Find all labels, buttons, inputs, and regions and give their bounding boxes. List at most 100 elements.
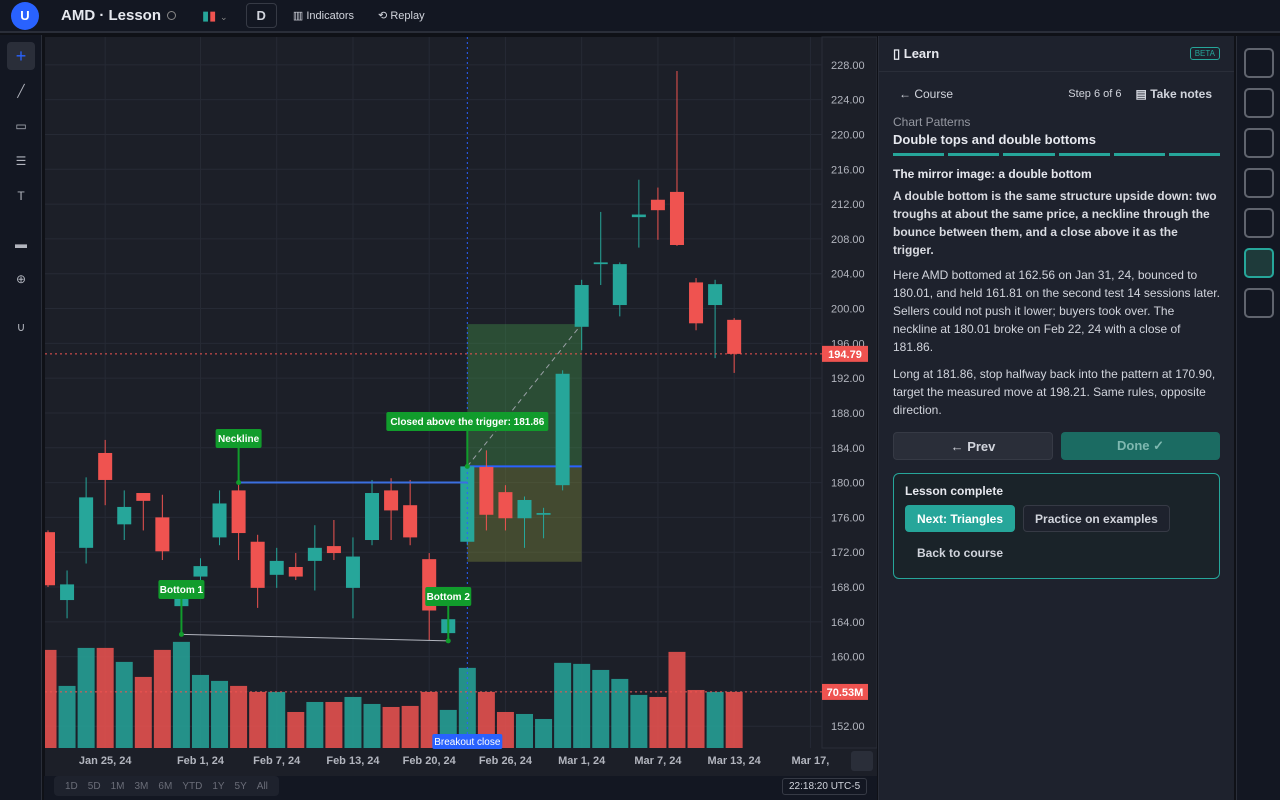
indicators-label: Indicators <box>306 10 355 22</box>
avatar[interactable]: U <box>11 1 39 30</box>
complete-title: Lesson complete <box>905 484 1004 498</box>
breakout-label: Breakout close <box>434 737 501 748</box>
take-notes-text: Take notes <box>1150 87 1212 101</box>
chart: Neckline Bottom 1 Bottom 2 Closed above the… <box>45 36 877 776</box>
candle-body <box>345 556 360 588</box>
back-button[interactable]: Back to course <box>917 546 1004 560</box>
volume-bar <box>649 696 667 748</box>
next-button[interactable]: Next: Triangles <box>905 505 1016 532</box>
trigger-label: Closed above the trigger: 181.86 <box>390 417 544 428</box>
volume-bar <box>268 691 286 748</box>
fib-tool[interactable]: ☰ <box>15 154 27 168</box>
icon[interactable] <box>1244 88 1274 118</box>
y-tick-label: 212.00 <box>831 199 865 211</box>
learn-panel: ▯ Learn BETA ← Course Step 6 of 6 ▤ Take… <box>878 36 1234 800</box>
candle-body <box>136 493 151 501</box>
candle-body <box>727 319 742 354</box>
volume-bar <box>191 674 209 748</box>
course-link[interactable]: ← Course <box>899 87 954 101</box>
text-tool[interactable]: T <box>17 189 25 203</box>
y-tick-label: 176.00 <box>831 512 865 524</box>
icon[interactable] <box>1244 208 1274 238</box>
symbol[interactable]: AMD · Lesson <box>61 7 162 24</box>
timeframe[interactable]: 5Y <box>234 780 247 792</box>
timeframe[interactable]: 1D <box>65 780 78 792</box>
y-tick-label: 164.00 <box>831 617 865 629</box>
interval[interactable]: D <box>245 3 277 28</box>
timeframe[interactable]: 1M <box>110 780 125 792</box>
timeframe[interactable]: All <box>256 780 268 792</box>
icon[interactable] <box>1244 168 1274 198</box>
rect-tool[interactable]: ▭ <box>15 119 27 133</box>
y-tick-label: 224.00 <box>831 95 865 107</box>
progress <box>893 153 1221 156</box>
volume-bar <box>535 718 553 748</box>
timeframe[interactable]: 5D <box>87 780 101 792</box>
candle-body <box>231 490 246 534</box>
practice-button[interactable]: Practice on examples <box>1023 505 1170 532</box>
top-bar: U AMD · Lesson ▮▮ ⌄ D ▥ Indicators ⟲ Rep… <box>0 0 1280 33</box>
paragraph: Long at 181.86, stop halfway back into t… <box>893 367 1216 417</box>
y-tick-label: 216.00 <box>831 164 865 176</box>
magnet-tool[interactable]: ∪ <box>16 320 26 334</box>
y-tick-label: 208.00 <box>831 234 865 246</box>
chart-style[interactable]: ▮▮ ⌄ <box>202 7 228 23</box>
volume-bar <box>592 669 610 748</box>
candle-body <box>98 452 113 480</box>
candle-body <box>45 532 55 586</box>
icon[interactable] <box>1244 48 1274 78</box>
volume-bar <box>420 691 438 748</box>
icon[interactable] <box>1244 248 1274 278</box>
timeframe[interactable]: YTD <box>182 780 203 792</box>
candle-body <box>212 503 227 538</box>
candle-body <box>384 490 399 511</box>
y-tick-label: 220.00 <box>831 129 865 141</box>
crosshair-tool[interactable]: + <box>7 42 35 70</box>
candle-body <box>536 513 551 515</box>
price-axis <box>821 36 877 749</box>
callout-point <box>464 463 470 469</box>
line-tool[interactable]: ╱ <box>17 84 25 98</box>
timeframe[interactable]: 3M <box>134 780 149 792</box>
candle-body <box>193 566 208 577</box>
search-icon[interactable] <box>167 11 177 20</box>
candle-body <box>250 541 265 588</box>
zoom-tool[interactable]: ⊕ <box>15 272 27 286</box>
bottom-line <box>181 633 449 642</box>
callout-box <box>158 580 205 599</box>
candle-body <box>689 282 704 324</box>
candle-body <box>365 493 380 541</box>
candle-body <box>307 547 322 561</box>
volume-bar <box>573 663 591 748</box>
timeframe[interactable]: 1Y <box>212 780 225 792</box>
take-notes[interactable]: ▤ Take notes <box>1135 87 1212 101</box>
volume-bar <box>687 689 705 748</box>
replay-label: Replay <box>390 10 425 22</box>
y-tick-label: 160.00 <box>831 652 865 664</box>
volume-bar <box>668 651 686 748</box>
candle-body <box>155 517 170 552</box>
timeframe[interactable]: 6M <box>158 780 173 792</box>
volume-bar <box>134 676 152 748</box>
y-tick-label: 180.00 <box>831 478 865 490</box>
done-button[interactable]: Done ✓ <box>1061 432 1220 460</box>
icon[interactable] <box>1244 288 1274 318</box>
last-price-label: 194.79 <box>828 349 862 361</box>
candle-body <box>288 566 303 577</box>
volume-bar <box>401 705 419 748</box>
toolbar: + ╱ ▭ ☰ T ▬ ⊕ ∪ <box>0 35 42 800</box>
volume-bar <box>325 701 343 748</box>
y-tick-label: 200.00 <box>831 304 865 316</box>
y-tick-label: 168.00 <box>831 582 865 594</box>
indicators[interactable]: ▥ Indicators <box>292 10 355 22</box>
replay[interactable]: ⟲ Replay <box>378 10 425 22</box>
panel-title: ▯ Learn <box>893 45 940 61</box>
volume-bar <box>153 649 171 748</box>
candle-body <box>669 191 684 245</box>
volume-bar <box>172 641 190 748</box>
icon[interactable] <box>1244 128 1274 158</box>
prev-button[interactable]: ← Prev <box>893 432 1053 460</box>
candle-body <box>117 506 132 525</box>
ruler-tool[interactable]: ▬ <box>15 237 27 251</box>
settings-button[interactable] <box>851 751 873 771</box>
